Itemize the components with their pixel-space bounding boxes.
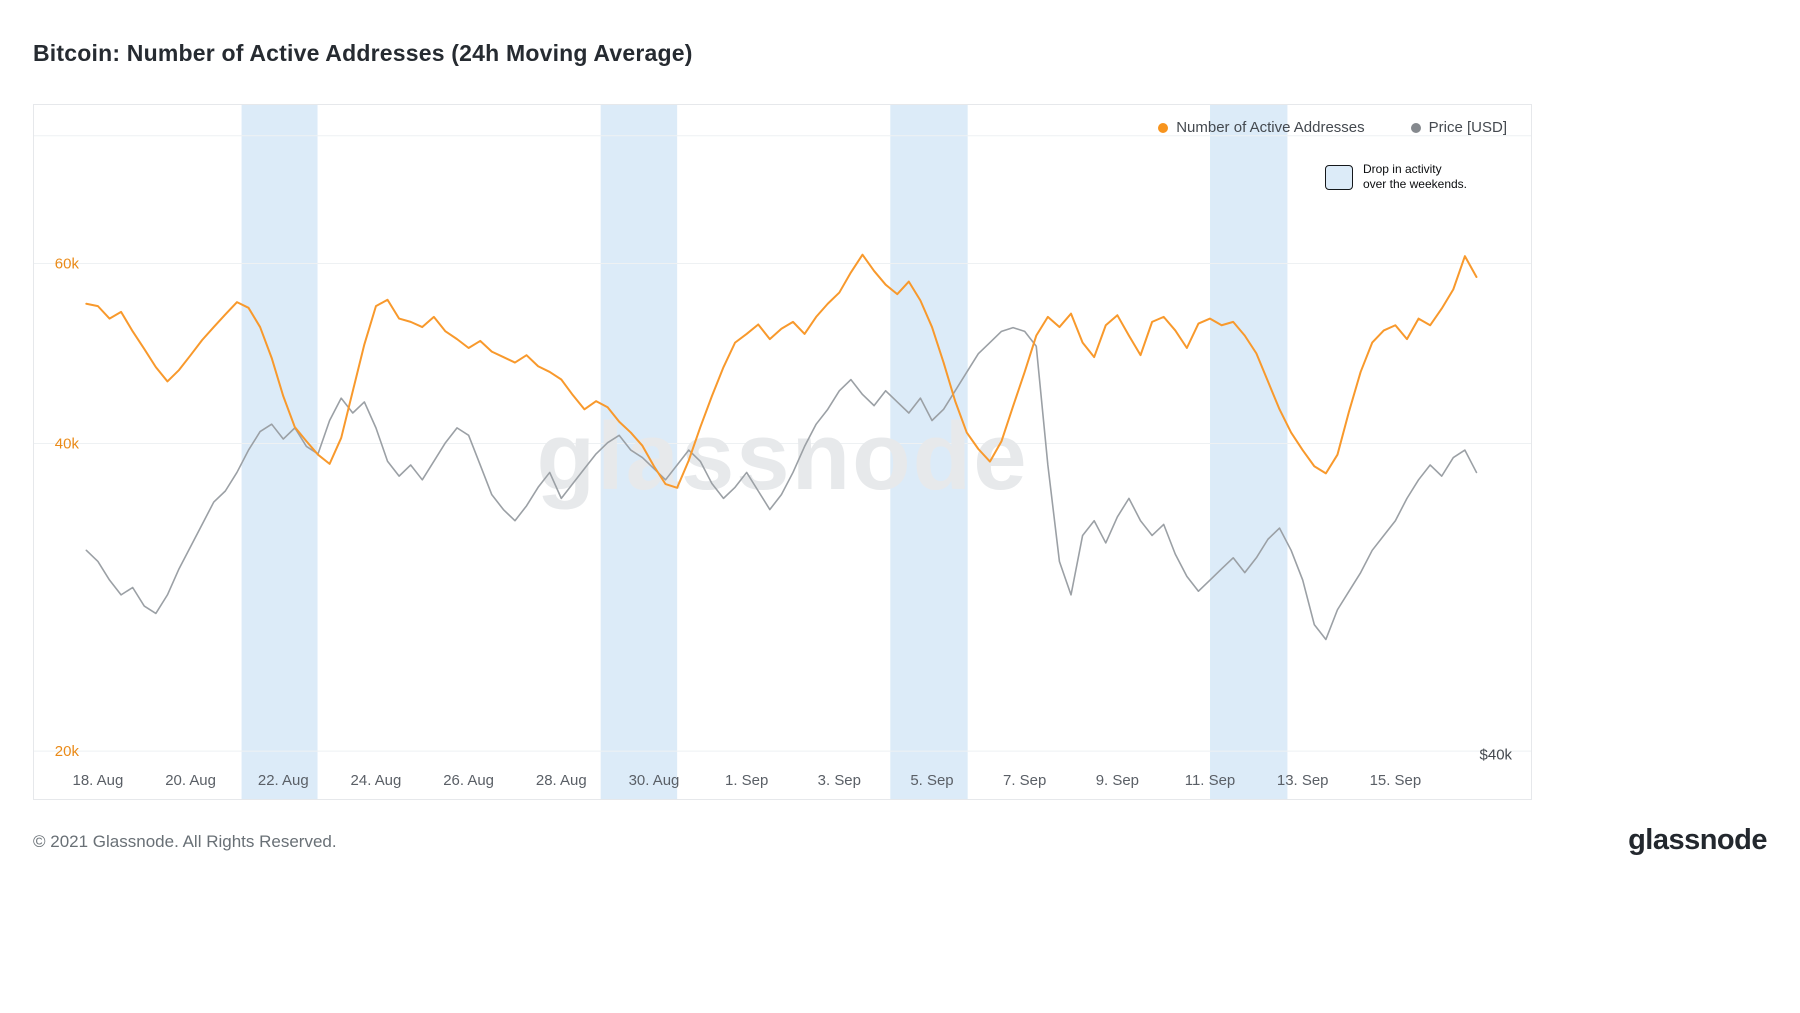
weekend-annotation: Drop in activity over the weekends. — [1324, 162, 1467, 192]
x-axis-label: 30. Aug — [629, 772, 680, 789]
legend-dot-active-addresses — [1158, 122, 1169, 133]
x-axis-label: 9. Sep — [1096, 772, 1139, 789]
x-axis-label: 18. Aug — [73, 772, 124, 789]
x-axis-label: 7. Sep — [1003, 772, 1046, 789]
weekend-band — [1210, 105, 1288, 799]
x-axis-label: 24. Aug — [351, 772, 402, 789]
y-axis-label: 40k — [55, 435, 80, 452]
x-axis-label: 5. Sep — [910, 772, 953, 789]
price-axis-label: $40k — [1480, 746, 1513, 763]
weekend-band — [890, 105, 968, 799]
x-axis-label: 3. Sep — [818, 772, 861, 789]
legend-item-active-addresses[interactable]: Number of Active Addresses — [1158, 119, 1365, 136]
x-axis-label: 15. Sep — [1370, 772, 1422, 789]
active-addresses-line — [85, 253, 1478, 489]
x-axis-label: 13. Sep — [1277, 772, 1329, 789]
weekend-band — [600, 105, 678, 799]
x-axis-label: 11. Sep — [1185, 772, 1235, 789]
x-axis-label: 20. Aug — [165, 772, 216, 789]
weekend-annotation-text: Drop in activity over the weekends. — [1363, 162, 1467, 192]
copyright-text: © 2021 Glassnode. All Rights Reserved. — [33, 832, 337, 851]
legend-label-active-addresses: Number of Active Addresses — [1176, 119, 1365, 136]
x-axis-label: 28. Aug — [536, 772, 587, 789]
chart-card: glassnode 20k 40k 60k $40k 18. Aug 20. Aug 22. … — [33, 104, 1532, 800]
x-axis-label: 22. Aug — [258, 772, 309, 789]
weekend-band-swatch — [1324, 164, 1353, 190]
page-title: Bitcoin: Number of Active Addresses (24h… — [33, 40, 693, 66]
annotation-line-2: over the weekends. — [1362, 177, 1467, 191]
weekend-band — [241, 105, 318, 799]
legend-dot-price — [1410, 122, 1421, 133]
y-axis-label: 60k — [55, 255, 80, 272]
legend-label-price: Price [USD] — [1428, 119, 1507, 136]
x-axis-label: 26. Aug — [443, 772, 494, 789]
chart-legend: Number of Active Addresses Price [USD] — [1158, 119, 1507, 136]
glassnode-logo[interactable]: glassnode — [1628, 824, 1767, 856]
x-axis-label: 1. Sep — [725, 772, 768, 789]
y-axis-label: 20k — [55, 743, 80, 760]
legend-item-price[interactable]: Price [USD] — [1410, 119, 1507, 136]
annotation-line-1: Drop in activity — [1362, 162, 1442, 176]
